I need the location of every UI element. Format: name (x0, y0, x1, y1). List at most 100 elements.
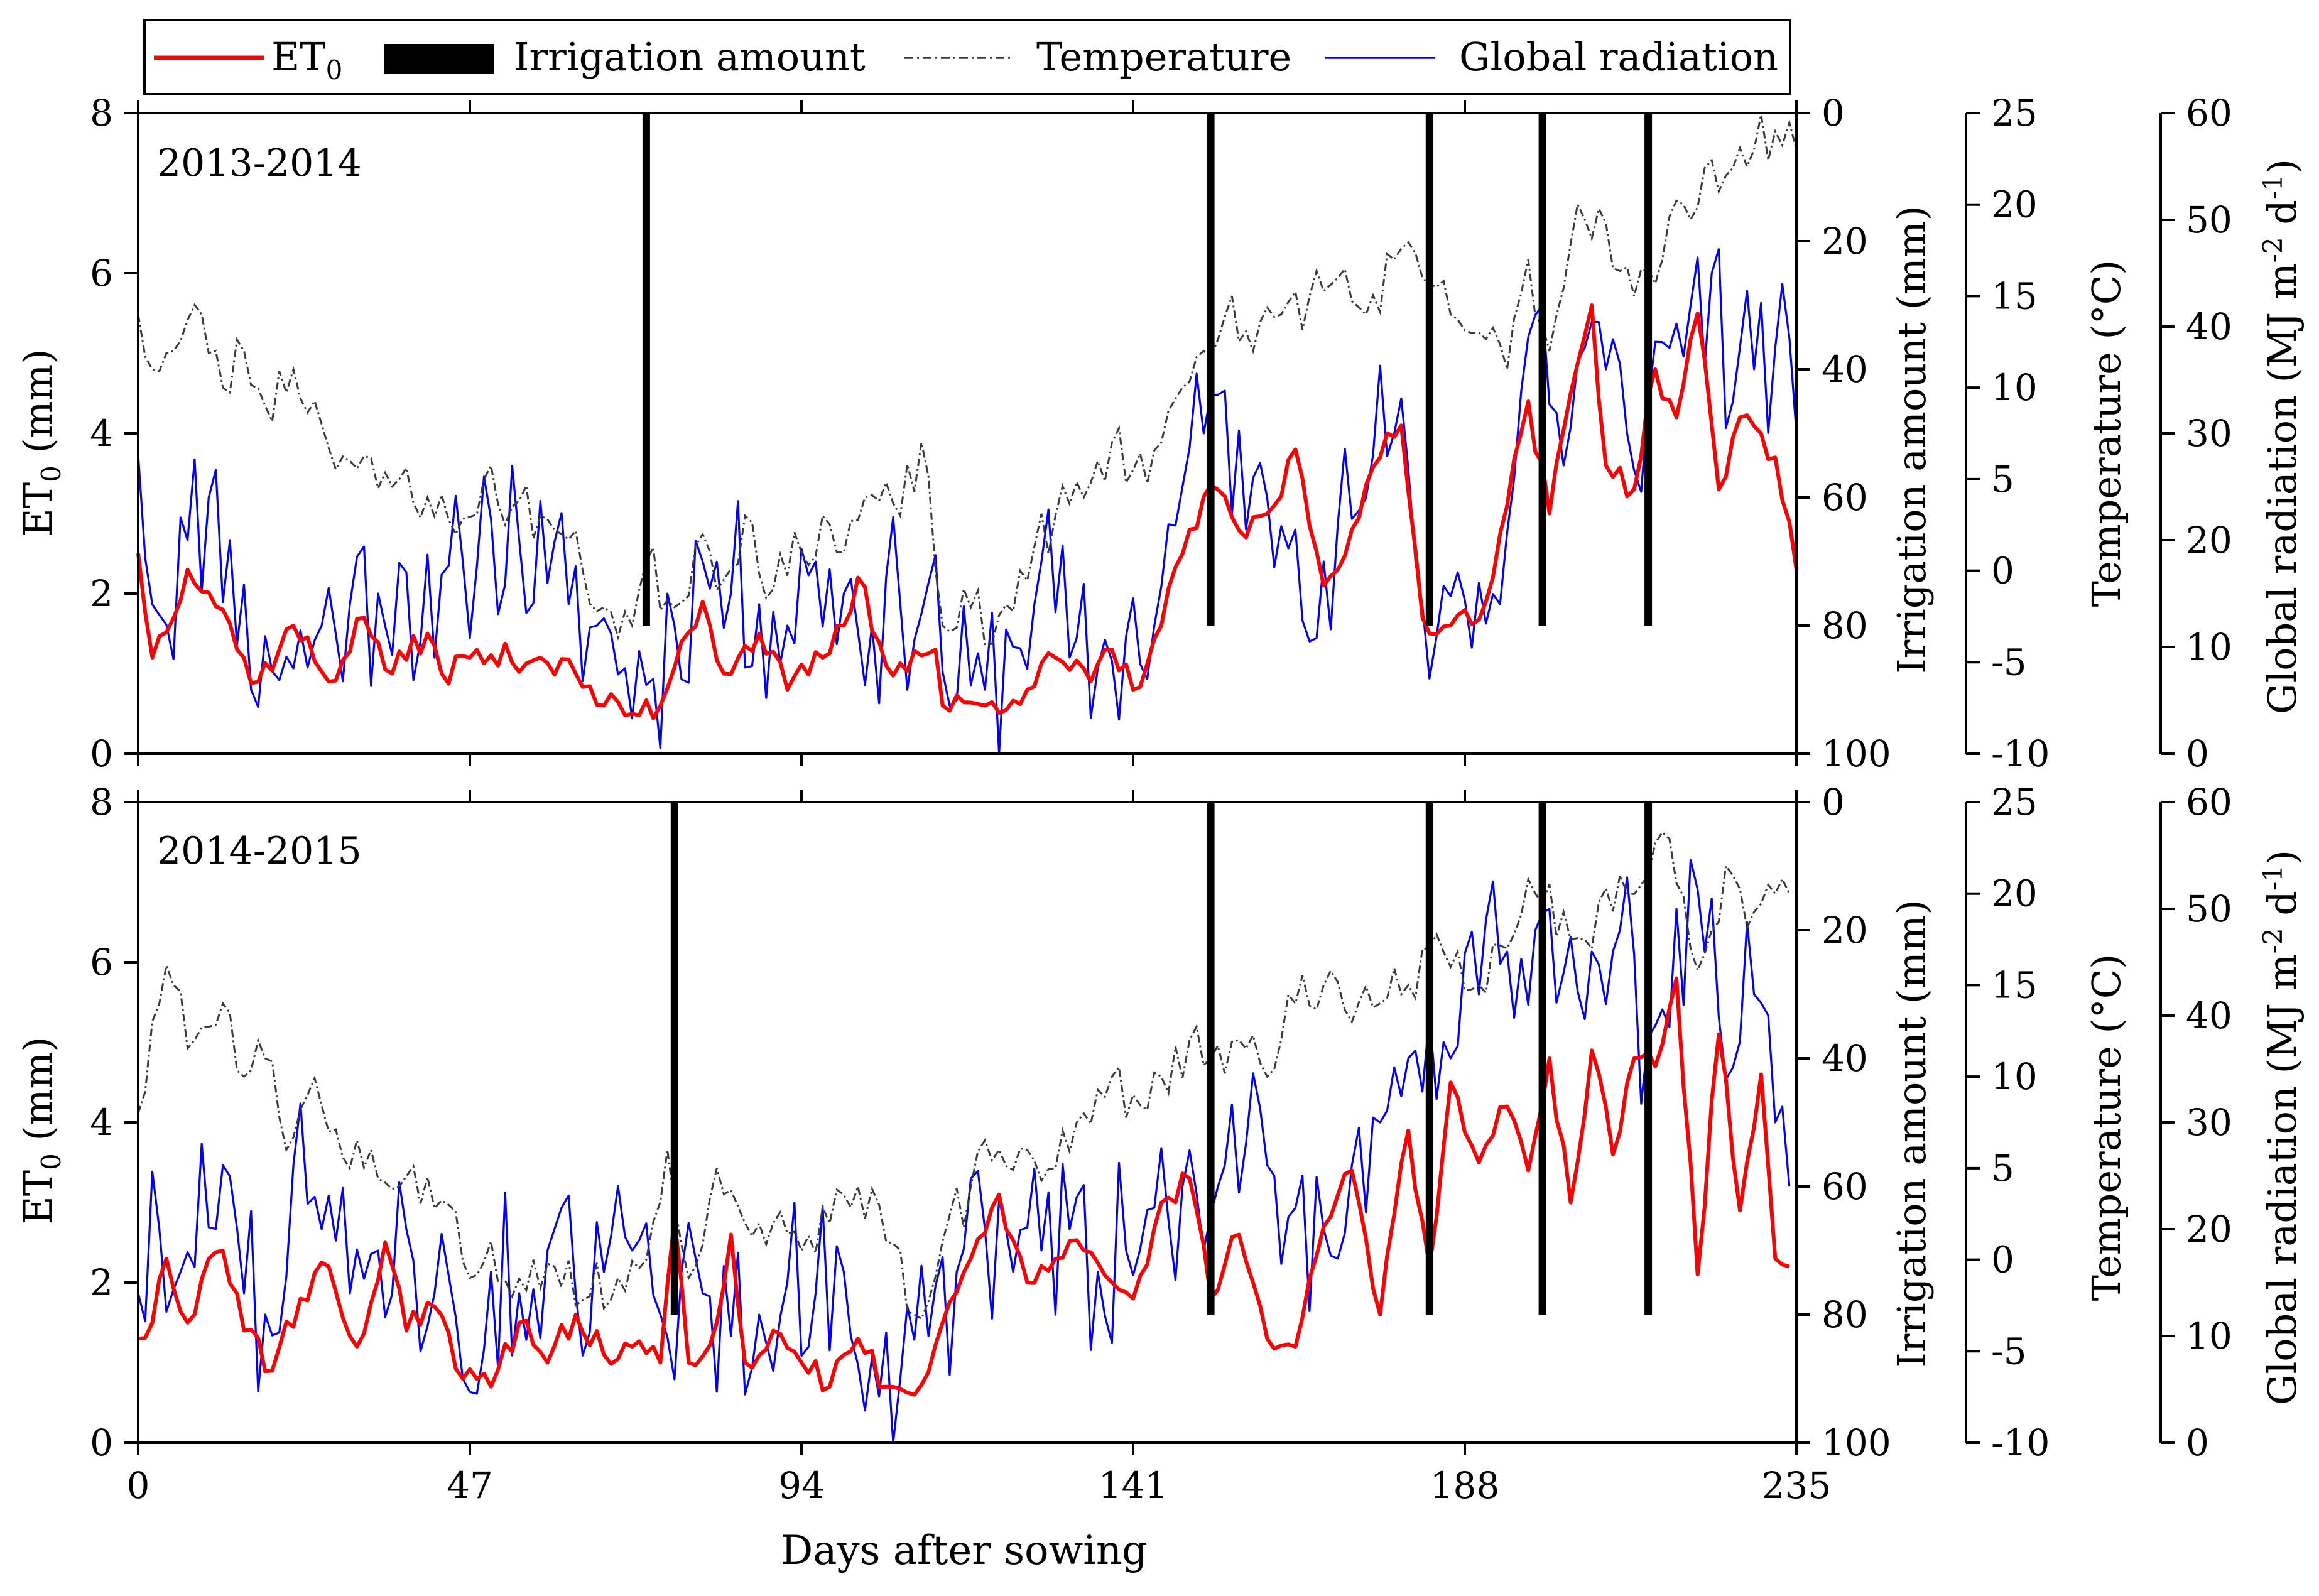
radiation-tick-label: 50 (2186, 198, 2232, 241)
irrigation-tick-label: 20 (1822, 220, 1868, 263)
et0-tick-label: 0 (90, 1421, 113, 1464)
irrigation-tick-label: 60 (1822, 1165, 1868, 1208)
temperature-axis-label-bottom: Temperature (°C) (2083, 954, 2129, 1301)
temperature-tick-label: 5 (1991, 1147, 2014, 1190)
panel-title: 2014-2015 (157, 829, 362, 873)
temperature-line (137, 831, 1791, 1320)
legend-irrigation-label: Irrigation amount (514, 34, 866, 80)
irrigation-bar (1538, 113, 1546, 626)
radiation-tick-label: 30 (2186, 412, 2232, 455)
temperature-tick-label: 0 (1991, 550, 2014, 592)
radiation-line (137, 248, 1798, 755)
et0-line (138, 976, 1790, 1397)
x-tick-label: 188 (1430, 1464, 1500, 1507)
x-tick-label: 235 (1762, 1464, 1832, 1507)
et0-series (138, 976, 1790, 1397)
irrigation-tick-label: 40 (1822, 348, 1868, 391)
temperature-tick-label: 25 (1991, 781, 2038, 823)
irrigation-bar (670, 802, 678, 1315)
radiation-tick-label: 40 (2186, 994, 2232, 1037)
radiation-tick-label: 30 (2186, 1101, 2232, 1144)
legend-et0-label: ET0 (271, 34, 342, 85)
irrigation-tick-label: 80 (1822, 604, 1868, 647)
legend-irrigation-swatch (384, 44, 494, 74)
temperature-tick-label: 15 (1991, 964, 2038, 1006)
irrigation-bar (1207, 113, 1215, 626)
panel-title: 2013-2014 (157, 141, 362, 185)
plot-frame (137, 801, 1798, 1444)
radiation-tick-label: 40 (2186, 305, 2232, 348)
radiation-axis-label-top: Global radiation (MJ m-2 d-1) (2257, 159, 2305, 714)
irrigation-bars (642, 113, 1653, 626)
radiation-tick-label: 20 (2186, 1208, 2232, 1251)
et0-tick-label: 4 (90, 1101, 113, 1144)
legend-temperature-label: Temperature (1036, 34, 1291, 80)
temperature-tick-label: 0 (1991, 1239, 2014, 1281)
temperature-tick-label: 20 (1991, 183, 2038, 226)
radiation-tick-label: 10 (2186, 626, 2232, 668)
irrigation-tick-label: 60 (1822, 476, 1868, 519)
radiation-tick-label: 10 (2186, 1315, 2232, 1357)
irrigation-tick-label: 100 (1822, 1421, 1891, 1464)
temperature-series (137, 831, 1791, 1320)
radiation-tick-label: 0 (2186, 732, 2209, 775)
radiation-tick-label: 20 (2186, 519, 2232, 562)
et0-tick-label: 2 (90, 1261, 113, 1304)
radiation-tick-label: 0 (2186, 1421, 2209, 1464)
x-tick-label: 0 (127, 1464, 150, 1507)
temperature-tick-label: -10 (1991, 732, 2050, 775)
irrigation-bars (670, 802, 1653, 1315)
temperature-tick-label: 10 (1991, 1055, 2038, 1098)
irrigation-axis-label-top: Irrigation amount (mm) (1889, 205, 1935, 673)
temperature-tick-label: 5 (1991, 458, 2014, 501)
x-tick-label: 94 (778, 1464, 825, 1507)
x-tick-label: 141 (1099, 1464, 1168, 1507)
radiation-tick-label: 60 (2186, 781, 2232, 823)
temperature-tick-label: 10 (1991, 366, 2038, 409)
irrigation-bar (1538, 802, 1546, 1315)
radiation-series (137, 859, 1791, 1444)
et0-tick-label: 6 (90, 941, 113, 984)
irrigation-bar (1425, 113, 1433, 626)
et0-series (136, 303, 1798, 720)
et0-tick-label: 4 (90, 412, 113, 455)
temperature-tick-label: -10 (1991, 1421, 2050, 1464)
et0-axis-label-top: ET0 (mm) (15, 349, 67, 536)
et0-tick-label: 8 (90, 92, 113, 134)
et0-tick-label: 8 (90, 781, 113, 823)
et0-axis-label-bottom: ET0 (mm) (15, 1036, 67, 1224)
irrigation-tick-label: 80 (1822, 1293, 1868, 1336)
temperature-tick-label: 15 (1991, 274, 2038, 317)
radiation-series (137, 248, 1798, 755)
x-tick-label: 47 (447, 1464, 493, 1507)
irrigation-tick-label: 0 (1822, 781, 1845, 823)
axis-titles: Days after sowing ET0 (mm) ET0 (mm) Irri… (15, 159, 2305, 1574)
temperature-tick-label: -5 (1991, 641, 2027, 683)
irrigation-axis-label-bottom: Irrigation amount (mm) (1889, 899, 1935, 1367)
irrigation-bar (642, 113, 650, 626)
et0-tick-label: 6 (90, 252, 113, 295)
et0-tick-label: 2 (90, 572, 113, 615)
temperature-tick-label: 25 (1991, 92, 2038, 134)
radiation-axis-label-bottom: Global radiation (MJ m-2 d-1) (2257, 850, 2305, 1405)
temperature-tick-label: -5 (1991, 1330, 2027, 1372)
irrigation-bar (1644, 113, 1653, 626)
temperature-axis-label-top: Temperature (°C) (2083, 260, 2129, 607)
irrigation-tick-label: 20 (1822, 909, 1868, 952)
et0-tick-label: 0 (90, 732, 113, 775)
irrigation-tick-label: 0 (1822, 92, 1845, 134)
irrigation-tick-label: 40 (1822, 1037, 1868, 1080)
irrigation-bar (1425, 802, 1433, 1315)
irrigation-bar (1207, 802, 1215, 1315)
radiation-tick-label: 60 (2186, 92, 2232, 134)
temperature-tick-label: 20 (1991, 872, 2038, 915)
irrigation-bar (1644, 802, 1653, 1315)
et0-line (136, 303, 1798, 720)
plot-frame (137, 112, 1798, 755)
radiation-tick-label: 50 (2186, 888, 2232, 930)
